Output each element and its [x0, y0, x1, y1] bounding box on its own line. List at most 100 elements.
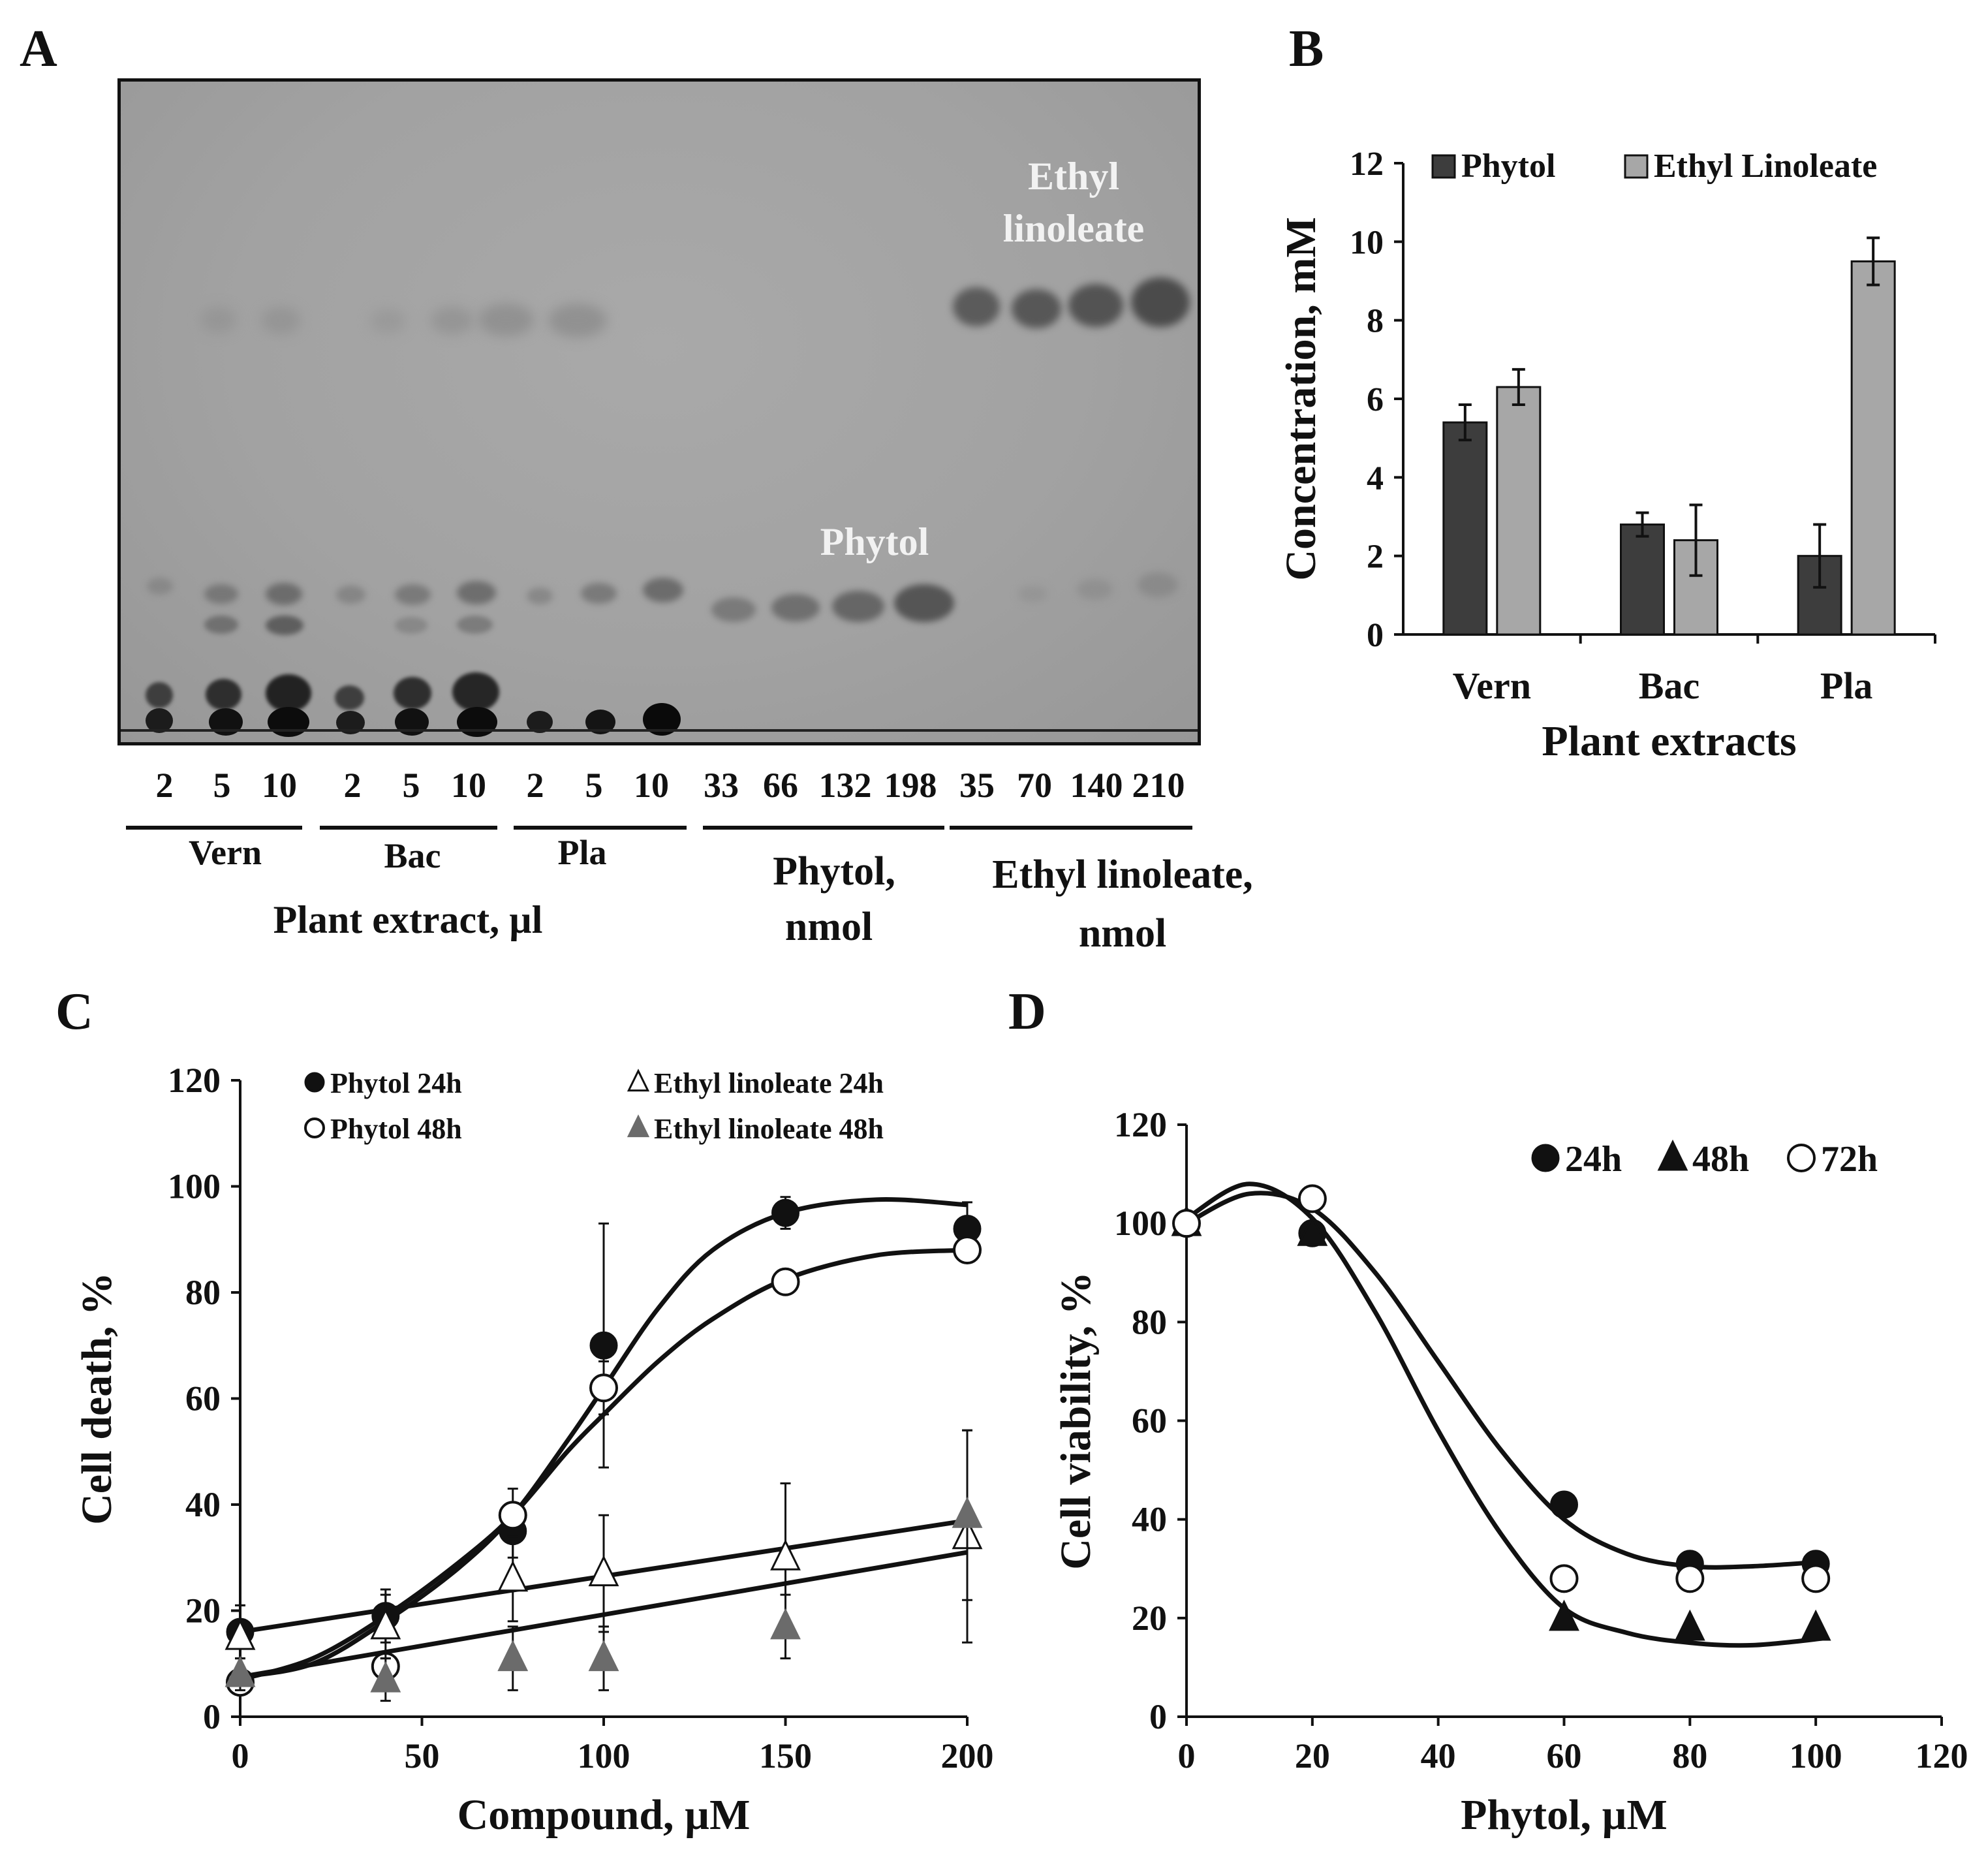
tlc-spot [146, 682, 173, 708]
data-point [771, 1267, 800, 1296]
legend-label: 48h [1692, 1139, 1749, 1180]
tlc-spot [527, 587, 553, 604]
lane-amount: 210 [1132, 766, 1185, 805]
category-label: Vern [1453, 664, 1531, 707]
tlc-spot [266, 674, 311, 712]
y-tick-label: 60 [1132, 1401, 1167, 1441]
panel-a-letter: A [20, 20, 57, 78]
y-tick-label: 80 [1132, 1302, 1167, 1341]
tlc-spot [336, 586, 365, 604]
panel-c-letter: C [55, 983, 93, 1040]
x-tick-label: 0 [1178, 1736, 1196, 1775]
x-tick-label: 100 [578, 1736, 630, 1775]
x-tick-label: 150 [759, 1736, 812, 1775]
lane-amount: 132 [818, 766, 872, 805]
x-tick-label: 120 [1916, 1736, 1968, 1775]
category-label: Bac [1639, 664, 1699, 707]
data-point [770, 1539, 801, 1571]
legend-label: Ethyl linoleate 24h [654, 1067, 884, 1099]
lane-amount: 10 [634, 766, 669, 805]
chart-d: 0 20 40 60 80 100 120 0 20 40 60 80 100 120 Phytol, µM… [1052, 1105, 1968, 1839]
data-point [1549, 1564, 1579, 1593]
lane-amount: 140 [1070, 766, 1123, 805]
y-tick-label: 120 [168, 1061, 221, 1100]
tlc-spot [452, 672, 499, 711]
phytol-band [711, 597, 756, 622]
data-point [1550, 1490, 1578, 1519]
tlc-spot [146, 708, 173, 733]
panel-d-letter: D [1008, 983, 1046, 1040]
tlc-spot [204, 584, 238, 604]
tlc-spot [268, 707, 309, 737]
y-tick-label: 80 [185, 1273, 221, 1312]
tlc-spot [478, 304, 534, 336]
data-point [770, 1608, 801, 1640]
y-tick-label: 60 [185, 1379, 221, 1418]
x-tick-label: 80 [1672, 1736, 1707, 1775]
data-point [1531, 1144, 1560, 1172]
data-point [1172, 1209, 1201, 1238]
chart-b: 0 2 4 6 8 10 12 Vern Bac Pla Plant extracts Concent… [1277, 146, 1936, 765]
data-point [1800, 1609, 1831, 1641]
x-tick-label: 200 [941, 1736, 994, 1775]
data-point [588, 1555, 619, 1587]
tlc-spot [431, 307, 473, 334]
lane-amount: 5 [402, 766, 420, 805]
tlc-spot [1018, 586, 1047, 602]
ethyl-linoleate-band [953, 287, 1000, 326]
legend-label: 72h [1821, 1139, 1878, 1180]
tlc-spot [147, 578, 173, 595]
lane-amount: 5 [585, 766, 603, 805]
y-tick-label: 8 [1367, 303, 1384, 340]
data-point [589, 1373, 618, 1403]
tlc-spot [581, 583, 617, 604]
panel-b-letter: B [1289, 20, 1324, 78]
y-tick-label: 12 [1350, 146, 1384, 183]
data-point [370, 1608, 401, 1640]
tlc-spot [200, 307, 236, 333]
data-point [1297, 1215, 1328, 1246]
data-point [1674, 1609, 1705, 1641]
y-axis-title: Cell death, % [73, 1272, 121, 1525]
tlc-spot [1077, 579, 1113, 600]
x-tick-label: 60 [1547, 1736, 1582, 1775]
phytol-band-label: Phytol [820, 520, 929, 563]
lane-amount: 70 [1017, 766, 1052, 805]
legend-label: 24h [1565, 1139, 1622, 1180]
data-point [1787, 1144, 1816, 1172]
legend-label: Phytol 24h [330, 1067, 462, 1099]
y-axis-title: Cell viability, % [1052, 1272, 1100, 1570]
y-tick-label: 20 [1132, 1599, 1167, 1638]
y-tick-label: 10 [1350, 224, 1384, 261]
y-tick-label: 40 [185, 1485, 221, 1524]
x-axis-title: Phytol, µM [1461, 1791, 1668, 1839]
data-point [498, 1501, 527, 1530]
chart-c: 0 20 40 60 80 100 120 0 50 100 150 200 Compound, µM C… [73, 1061, 994, 1839]
ethyl-linoleate-band [1068, 284, 1123, 327]
tlc-spot [457, 581, 496, 604]
tlc-spot [206, 679, 241, 710]
bar [1620, 524, 1665, 636]
lane-amount: 66 [763, 766, 798, 805]
group-label-pla: Pla [557, 833, 607, 872]
tlc-spot [643, 578, 683, 602]
group-underline [950, 826, 1192, 830]
x-tick-label: 50 [405, 1736, 440, 1775]
group-underline [126, 826, 302, 830]
y-tick-label: 100 [1114, 1204, 1167, 1243]
data-point [1801, 1564, 1831, 1593]
category-label: Pla [1820, 664, 1873, 707]
lane-amount: 2 [155, 766, 174, 805]
data-point [1297, 1184, 1327, 1213]
ethyl-linoleate-band [1012, 289, 1061, 328]
data-point [225, 1618, 256, 1650]
tlc-spot [457, 707, 497, 737]
bar [1442, 421, 1488, 636]
group-label-ethyl-l1: Ethyl linoleate, [992, 852, 1253, 897]
phytol-band [894, 584, 954, 622]
tlc-spot [395, 617, 427, 634]
data-point [370, 1661, 401, 1693]
bar [1850, 260, 1896, 636]
x-tick-label: 40 [1421, 1736, 1456, 1775]
tlc-spot [266, 583, 302, 605]
